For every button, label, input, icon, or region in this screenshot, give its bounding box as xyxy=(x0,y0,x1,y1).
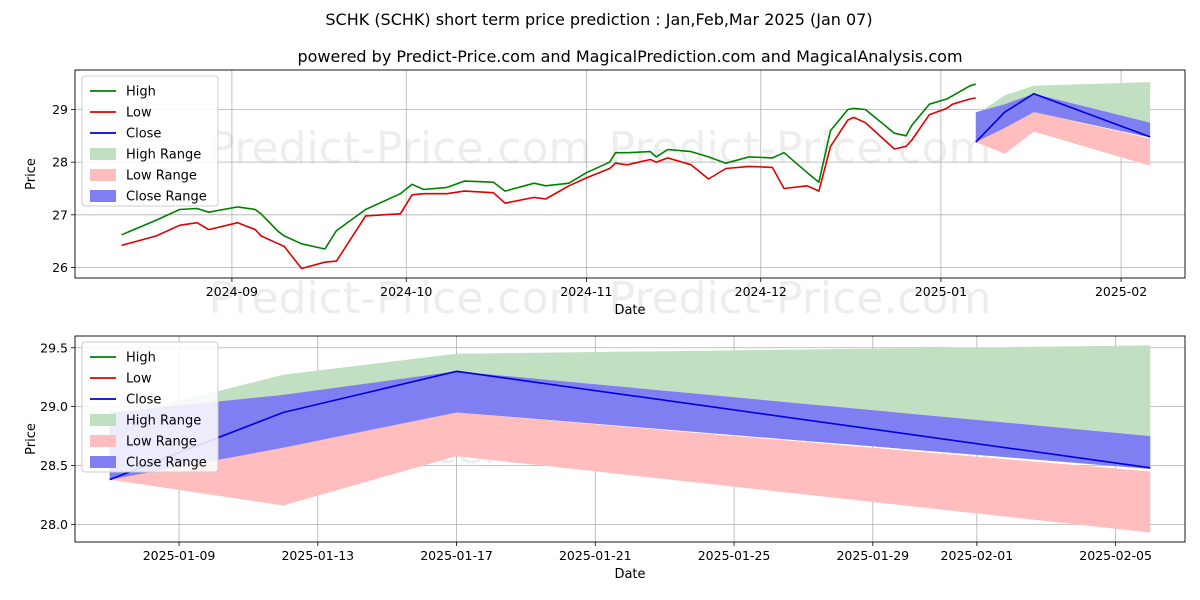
x-tick-label: 2024-10 xyxy=(380,284,432,299)
chart-subtitle: powered by Predict-Price.com and Magical… xyxy=(297,47,962,66)
x-tick-label: 2025-02-05 xyxy=(1079,548,1152,563)
x-tick-label: 2025-01-13 xyxy=(281,548,354,563)
x-tick-label: 2025-02 xyxy=(1095,284,1147,299)
x-tick-label: 2024-09 xyxy=(206,284,258,299)
chart-title: SCHK (SCHK) short term price prediction … xyxy=(325,10,872,29)
legend-high-range-swatch xyxy=(90,414,116,426)
high-range-band xyxy=(975,82,1151,142)
axes-frame xyxy=(74,69,1186,279)
legend-close-label: Close xyxy=(126,393,161,408)
watermark-text: Predict-Price.com xyxy=(209,273,592,324)
y-tick-label: 28 xyxy=(52,155,68,170)
legend-close-range-label: Close Range xyxy=(126,190,207,205)
y-tick-label: 28.0 xyxy=(40,517,68,532)
axes-frame xyxy=(74,335,1186,543)
watermark-text: Predict-Price.com xyxy=(209,123,592,174)
watermark-text: Predict-Price.com xyxy=(609,273,992,324)
high-series-line xyxy=(121,83,977,250)
x-axis-label: Date xyxy=(614,303,645,318)
x-tick-label: 2025-02-01 xyxy=(941,548,1014,563)
y-axis-label: Price xyxy=(24,158,39,190)
legend-low-label: Low xyxy=(126,106,152,121)
legend-high-label: High xyxy=(126,85,156,100)
legend-high-label: High xyxy=(126,351,156,366)
close-series-line xyxy=(975,92,1151,143)
x-tick-label: 2025-01-17 xyxy=(420,548,493,563)
legend-low-label: Low xyxy=(126,372,152,387)
legend-close-range-swatch xyxy=(90,190,116,202)
x-tick-label: 2025-01-09 xyxy=(143,548,216,563)
legend-low-range-swatch xyxy=(90,435,116,447)
x-tick-label: 2024-12 xyxy=(735,284,787,299)
legend-close-range-swatch xyxy=(90,456,116,468)
legend-low-range-label: Low Range xyxy=(126,169,197,184)
legend-high-range-label: High Range xyxy=(126,414,201,429)
y-tick-label: 28.5 xyxy=(40,458,68,473)
legend-high-range-swatch xyxy=(90,148,116,160)
y-axis-label: Price xyxy=(24,423,39,455)
y-tick-label: 29.0 xyxy=(40,399,68,414)
low-series-line xyxy=(121,97,976,270)
forecast-chart-panel: 28.0 28.5 29.0 29.5 2025-01-09 2025-01-13 2025… xyxy=(24,335,1186,582)
high-range-band xyxy=(109,345,1151,478)
low-range-band xyxy=(975,112,1151,166)
legend-low-range-swatch xyxy=(90,169,116,181)
y-tick-label: 26 xyxy=(52,260,68,275)
close-range-band xyxy=(975,93,1151,143)
y-tick-label: 29.5 xyxy=(40,340,68,355)
y-tick-label: 27 xyxy=(52,207,68,222)
y-tick-label: 29 xyxy=(52,102,68,117)
x-tick-label: 2025-01-29 xyxy=(836,548,909,563)
legend-close-label: Close xyxy=(126,127,161,142)
x-axis-label: Date xyxy=(614,567,645,582)
legend-close-range-label: Close Range xyxy=(126,456,207,471)
x-tick-label: 2024-11 xyxy=(560,284,612,299)
x-tick-label: 2025-01-25 xyxy=(698,548,771,563)
legend-high-range-label: High Range xyxy=(126,148,201,163)
close-range-band xyxy=(109,371,1151,480)
legend-low-range-label: Low Range xyxy=(126,435,197,450)
history-chart-panel: 26 27 28 29 2024-09 2024-10 2024-11 2024-12 2025… xyxy=(24,69,1186,318)
x-tick-label: 2025-01-21 xyxy=(559,548,632,563)
low-range-band xyxy=(109,412,1151,533)
x-tick-label: 2025-01 xyxy=(915,284,967,299)
